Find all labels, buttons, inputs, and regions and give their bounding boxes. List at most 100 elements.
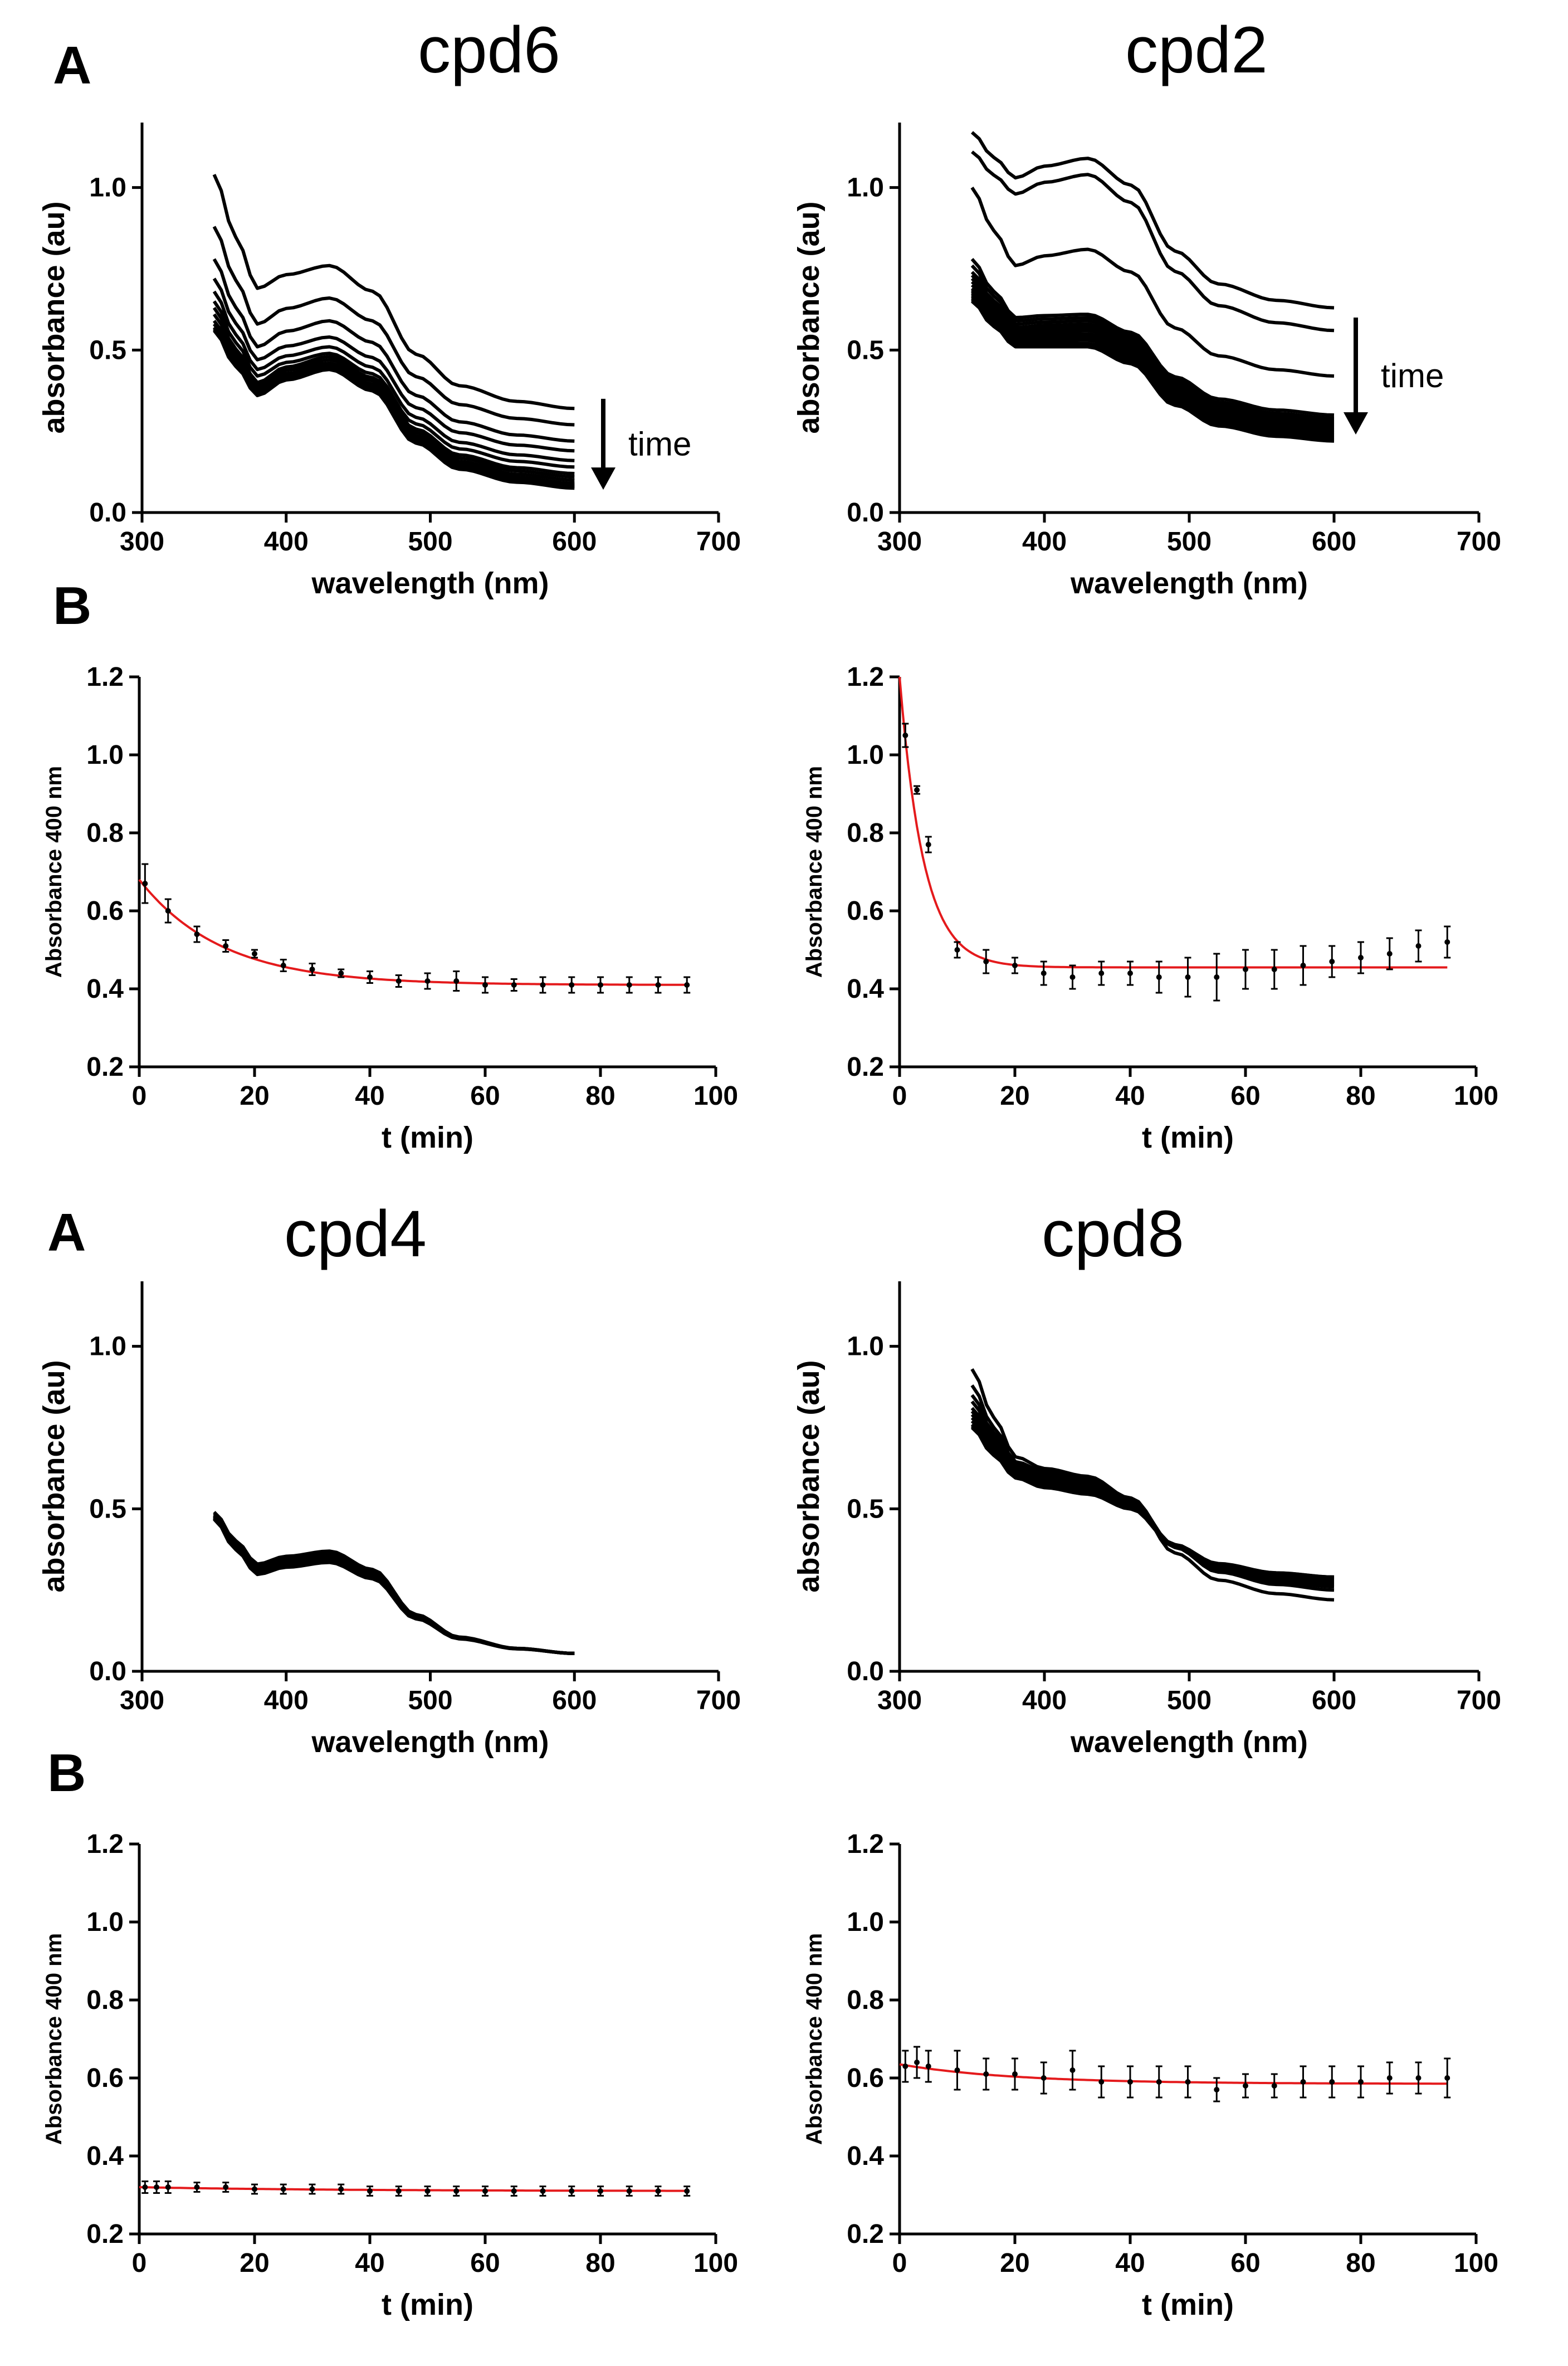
data-point: [223, 2184, 229, 2190]
y-tick-label: 0.8: [86, 818, 124, 848]
y-tick-label: 0.0: [847, 1657, 884, 1686]
fit-curve: [898, 676, 1448, 969]
x-axis-title: t (min): [1142, 2288, 1234, 2321]
x-tick-label: 40: [1115, 1081, 1145, 1111]
x-tick-label: 600: [552, 1686, 597, 1715]
y-tick-label: 1.0: [847, 1332, 884, 1362]
y-tick-label: 0.4: [86, 2141, 124, 2171]
data-point: [569, 2188, 575, 2194]
x-tick-label: 500: [408, 1686, 452, 1715]
data-point: [1415, 2075, 1422, 2081]
fit-curve: [139, 2186, 687, 2192]
x-axis-title: wavelength (nm): [1070, 567, 1308, 600]
chart-spec_cpd8: 300 400 500 600 700 0.0 0.5 1.0 wavelength (nm) a…: [792, 1197, 1501, 1759]
data-point: [1185, 974, 1191, 980]
x-tick-label: 60: [1230, 1081, 1260, 1111]
x-tick-label: 80: [585, 1081, 615, 1111]
chart-title: cpd2: [1125, 13, 1268, 87]
data-point: [338, 970, 344, 976]
x-tick-label: 80: [585, 2248, 615, 2278]
spectrum-line-t6: [213, 1517, 575, 1655]
data-point: [482, 982, 488, 988]
data-point: [655, 2188, 661, 2194]
data-point: [424, 978, 431, 984]
data-point: [902, 2063, 908, 2069]
panel-letter-a-top: A: [53, 36, 91, 95]
x-tick-label: 20: [1000, 1081, 1029, 1111]
spectrum-line-t3: [970, 258, 1335, 417]
spectrum-line-t2: [212, 258, 575, 443]
data-point: [540, 982, 546, 988]
y-axis-title: absorbance (au): [792, 201, 825, 433]
x-tick-label: 20: [1000, 2248, 1029, 2278]
data-point: [1386, 2075, 1393, 2081]
data-point: [983, 2071, 989, 2077]
chart-spec_cpd6: 300 400 500 600 700 0.0 0.5 1.0 wavelength (nm) a…: [37, 13, 741, 600]
data-point: [684, 2188, 690, 2194]
data-point: [914, 2060, 920, 2065]
data-point: [309, 967, 315, 972]
data-point: [1127, 970, 1133, 976]
x-tick-label: 600: [552, 527, 597, 557]
spectrum-line-t4: [970, 1407, 1335, 1586]
spectrum-line-t1: [971, 150, 1335, 333]
x-tick-label: 300: [877, 1686, 922, 1715]
data-point: [925, 842, 931, 847]
x-axis-title: wavelength (nm): [311, 567, 549, 600]
y-tick-label: 1.2: [86, 1830, 124, 1859]
x-tick-label: 400: [1022, 527, 1067, 557]
x-tick-label: 700: [696, 527, 741, 557]
chart-kin_cpd6: 0 20 40 60 80 100 0.2 0.4 0.6 0.8 1.0 1.2 t (min) Abs…: [42, 662, 738, 1154]
spectrum-line-t11: [970, 1426, 1335, 1579]
data-point: [1243, 2083, 1248, 2089]
data-point: [453, 978, 460, 984]
spectrum-line-t2: [213, 1514, 575, 1655]
spectrum-line-t18: [970, 300, 1335, 443]
y-tick-label: 1.2: [86, 662, 124, 692]
y-tick-label: 0.8: [86, 1986, 124, 2015]
spectrum-line-t3: [212, 277, 575, 453]
data-point: [165, 908, 171, 914]
x-tick-label: 20: [240, 1081, 269, 1111]
y-tick-label: 0.6: [847, 2063, 884, 2093]
x-tick-label: 300: [120, 527, 164, 557]
spectrum-line-t12: [213, 329, 575, 490]
data-point: [142, 881, 148, 886]
data-point: [540, 2188, 546, 2194]
spectrum-line-t0: [213, 1511, 575, 1655]
y-axis-title: Absorbance 400 nm: [802, 766, 827, 978]
x-tick-label: 0: [132, 2248, 147, 2278]
spectrum-line-t1: [970, 1384, 1335, 1592]
data-point: [338, 2186, 344, 2192]
x-tick-label: 40: [355, 1081, 384, 1111]
y-tick-label: 0.2: [86, 1052, 124, 1082]
x-tick-label: 300: [120, 1686, 164, 1715]
fit-curve: [899, 2063, 1448, 2085]
spectrum-line-t0: [971, 131, 1335, 310]
x-tick-label: 0: [132, 1081, 147, 1111]
y-tick-label: 1.0: [89, 173, 126, 203]
data-point: [1069, 974, 1076, 980]
x-tick-label: 60: [470, 2248, 500, 2278]
y-tick-label: 0.6: [86, 2063, 124, 2093]
y-tick-label: 0.4: [847, 974, 884, 1004]
data-point: [1012, 2071, 1018, 2077]
spectrum-line-t0: [212, 174, 575, 411]
data-point: [424, 2188, 431, 2194]
y-tick-label: 0.5: [847, 1494, 884, 1524]
spectrum-line-t5: [970, 1410, 1335, 1584]
x-tick-label: 500: [1167, 527, 1212, 557]
y-tick-label: 0.8: [847, 818, 884, 848]
x-tick-label: 700: [1457, 1686, 1501, 1715]
data-point: [194, 2184, 200, 2190]
time-arrow-head: [1344, 412, 1368, 435]
chart-spec_cpd2: 300 400 500 600 700 0.0 0.5 1.0 wavelength (nm) a…: [792, 13, 1501, 600]
y-tick-label: 0.6: [847, 896, 884, 926]
x-tick-label: 500: [1167, 1686, 1212, 1715]
data-point: [1358, 2079, 1364, 2085]
y-tick-label: 0.4: [86, 974, 124, 1004]
chart-spec_cpd4: 300 400 500 600 700 0.0 0.5 1.0 wavelength (nm) a…: [37, 1197, 741, 1759]
data-point: [925, 2063, 931, 2069]
